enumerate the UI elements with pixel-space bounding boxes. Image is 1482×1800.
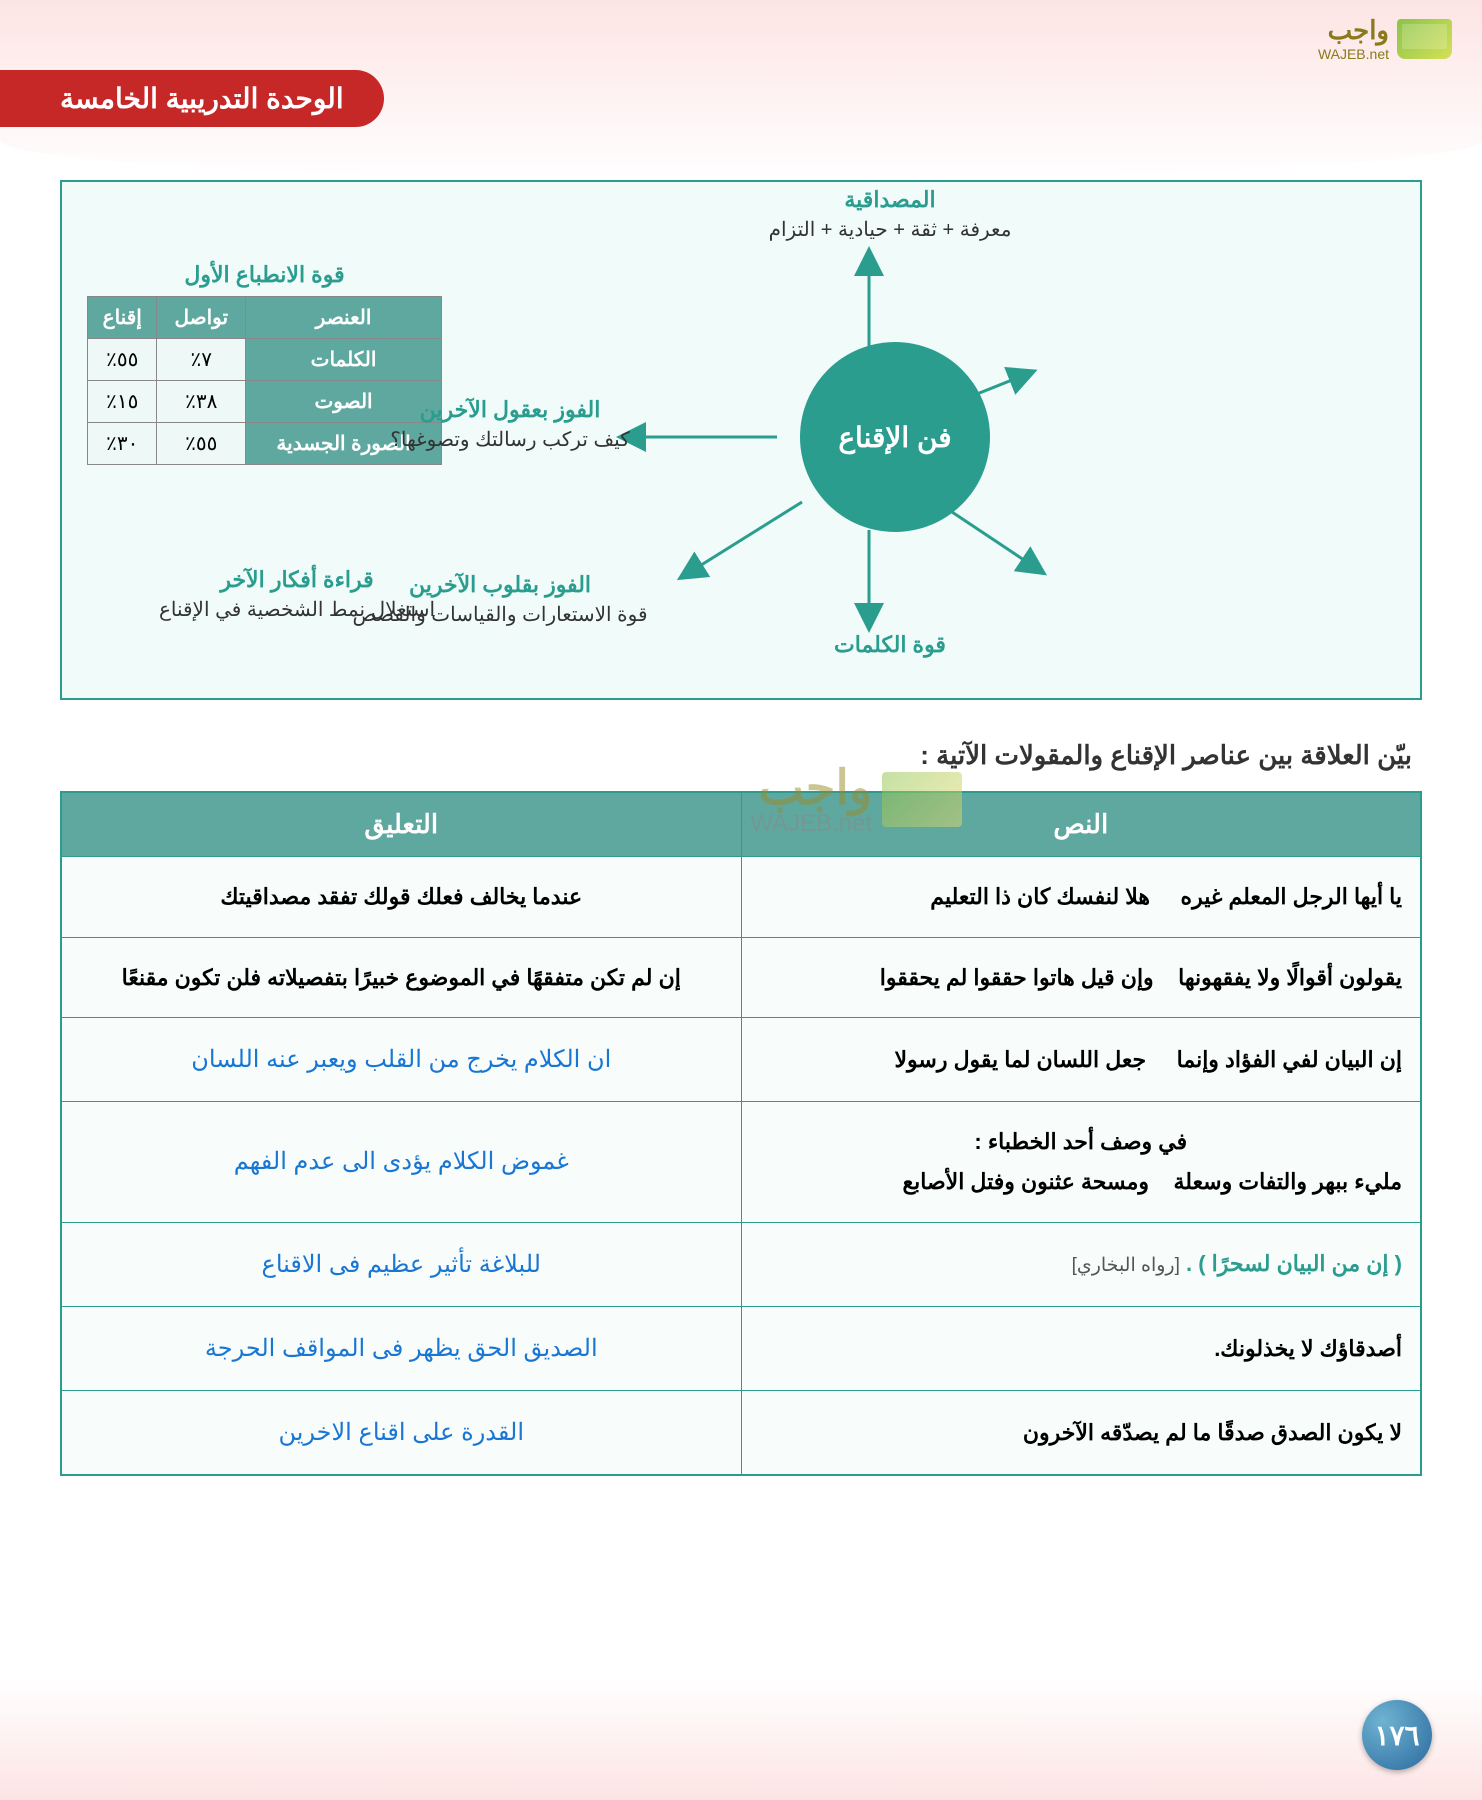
spoke-reading: قراءة أفكار الآخر استغلال نمط الشخصية في… [82,567,512,622]
main-header-row: النص التعليق [61,792,1421,857]
table-row: إن البيان لفي الفؤاد وإنما جعل اللسان لم… [61,1018,1421,1102]
spoke-title: قراءة أفكار الآخر [82,567,512,593]
logo-subtext: WAJEB.net [1318,46,1389,62]
spoke-sub: كيف تركب رسالتك وتصوغها؟ [300,427,720,452]
text-cell: لا يكون الصدق صدقًا ما لم يصدّقه الآخرون [741,1390,1421,1475]
diagram-hub: فن الإقناع [800,342,990,532]
watermark-sub: WAJEB.net [750,810,872,838]
spoke-title: الفوز بعقول الآخرين [300,397,720,423]
watermark-text: واجب [750,760,872,816]
main-table: النص التعليق يا أيها الرجل المعلم غيره ه… [60,791,1422,1476]
spoke-words: قوة الكلمات [740,632,1040,662]
table-row: أصدقاؤك لا يخذلونك.الصديق الحق يظهر فى ا… [61,1306,1421,1390]
spoke-title: قوة الكلمات [740,632,1040,658]
table-row: لا يكون الصدق صدقًا ما لم يصدّقه الآخرون… [61,1390,1421,1475]
logo-text: واجب [1318,15,1389,46]
section-prompt: بيّن العلاقة بين عناصر الإقناع والمقولات… [60,740,1412,771]
page-number: ١٧٦ [1362,1700,1432,1770]
watermark-book-icon [882,772,962,827]
watermark: واجب WAJEB.net [750,760,962,838]
spoke-sub: معرفة + ثقة + حيادية + التزام [690,217,1090,242]
diagram-box: المصداقية معرفة + ثقة + حيادية + التزام … [60,180,1422,700]
table-row: في وصف أحد الخطباء :مليء ببهر والتفات وس… [61,1102,1421,1222]
text-cell: ( إن من البيان لسحرًا ) . [رواه البخاري] [741,1222,1421,1306]
unit-badge: الوحدة التدريبية الخامسة [0,70,384,127]
content: المصداقية معرفة + ثقة + حيادية + التزام … [0,0,1482,1536]
table-row: ( إن من البيان لسحرًا ) . [رواه البخاري]… [61,1222,1421,1306]
text-cell: في وصف أحد الخطباء :مليء ببهر والتفات وس… [741,1102,1421,1222]
logo: واجب WAJEB.net [1318,15,1452,62]
comment-cell: القدرة على اقناع الاخرين [61,1390,741,1475]
text-cell: يقولون أقوالًا ولا يفقهونها وإن قيل هاتو… [741,937,1421,1018]
comment-cell: الصديق الحق يظهر فى المواقف الحرجة [61,1306,741,1390]
comment-cell: للبلاغة تأثير عظيم فى الاقناع [61,1222,741,1306]
comment-cell: عندما يخالف فعلك قولك تفقد مصداقيتك [61,857,741,938]
spoke-sub: استغلال نمط الشخصية في الإقناع [82,597,512,622]
comment-cell: ان الكلام يخرج من القلب ويعبر عنه اللسان [61,1018,741,1102]
text-cell: إن البيان لفي الفؤاد وإنما جعل اللسان لم… [741,1018,1421,1102]
text-cell: يا أيها الرجل المعلم غيره هلا لنفسك كان … [741,857,1421,938]
comment-cell: غموض الكلام يؤدى الى عدم الفهم [61,1102,741,1222]
logo-book-icon [1397,19,1452,59]
page: واجب WAJEB.net الوحدة التدريبية الخامسة [0,0,1482,1800]
comment-cell: إن لم تكن متفقهًا في الموضوع خبيرًا بتفص… [61,937,741,1018]
text-cell: أصدقاؤك لا يخذلونك. [741,1306,1421,1390]
bottom-shade [0,1680,1482,1800]
main-h1: التعليق [61,792,741,857]
spoke-title: المصداقية [690,187,1090,213]
table-row: يا أيها الرجل المعلم غيره هلا لنفسك كان … [61,857,1421,938]
table-row: يقولون أقوالًا ولا يفقهونها وإن قيل هاتو… [61,937,1421,1018]
spoke-credibility: المصداقية معرفة + ثقة + حيادية + التزام [690,187,1090,242]
spoke-minds: الفوز بعقول الآخرين كيف تركب رسالتك وتصو… [300,397,720,452]
